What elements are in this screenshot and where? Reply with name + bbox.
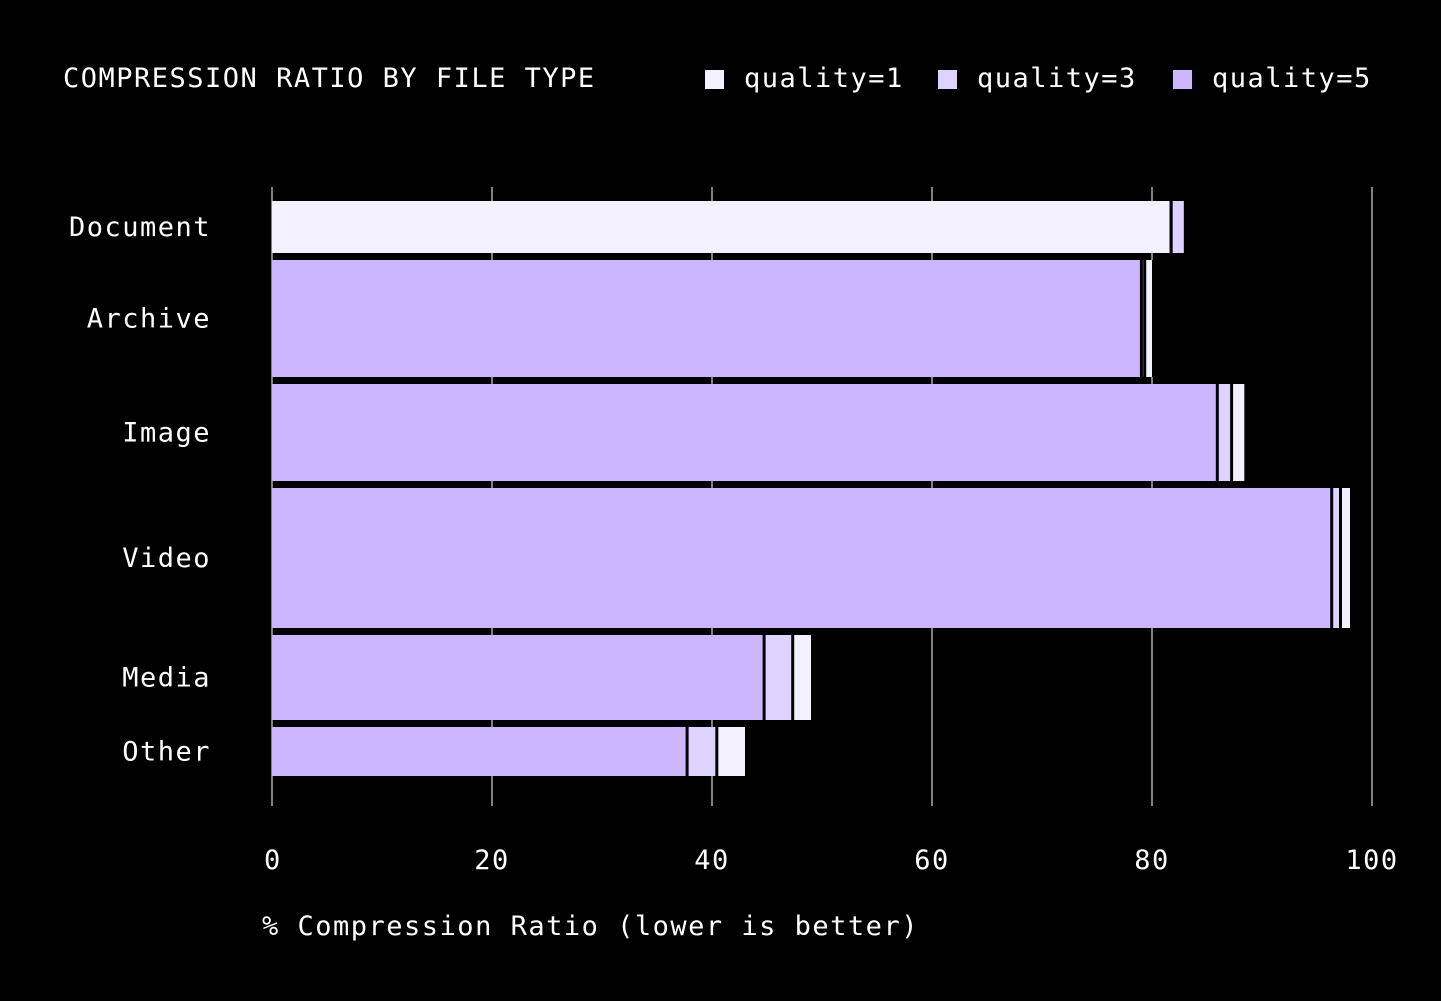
legend-swatch (938, 70, 957, 89)
bar-separator (762, 635, 766, 720)
y-axis-labels: Document Archive Image Video Media Other (69, 212, 211, 768)
bar-separator (745, 727, 748, 776)
bar-separator (685, 727, 689, 776)
bar-separator (791, 635, 795, 720)
legend-label: quality=5 (1212, 63, 1372, 94)
y-tick-label: Other (122, 737, 211, 768)
legend-swatch (705, 70, 724, 89)
bar-separator (1215, 384, 1219, 481)
legend-label: quality=3 (977, 63, 1137, 94)
x-tick-label: 100 (1345, 845, 1398, 876)
bar-separator (1230, 384, 1234, 481)
chart-title: COMPRESSION RATIO BY FILE TYPE (63, 63, 596, 94)
y-tick-label: Image (122, 418, 211, 449)
x-tick-label: 80 (1134, 845, 1170, 876)
bar-separator (1143, 260, 1147, 377)
y-tick-label: Document (69, 212, 211, 243)
x-tick-label: 40 (694, 845, 730, 876)
bar-separator (1139, 260, 1143, 377)
bar-separator (1244, 384, 1248, 481)
bar-image-quality-5 (272, 384, 1216, 481)
y-tick-label: Video (122, 543, 211, 574)
bar-separator (1330, 488, 1334, 628)
y-tick-label: Archive (87, 304, 211, 335)
x-axis-tick-labels: 0 20 40 60 80 100 (264, 845, 1398, 876)
bar-separator (1169, 201, 1173, 253)
bars (272, 201, 1353, 776)
bar-separator (1350, 488, 1353, 628)
legend-label: quality=1 (744, 63, 904, 94)
bar-separator (1339, 488, 1342, 628)
x-axis-label: % Compression Ratio (lower is better) (262, 911, 919, 942)
legend-swatch (1173, 70, 1192, 89)
bar-other-quality-5 (272, 727, 686, 776)
bar-separator (811, 635, 814, 720)
x-tick-label: 0 (264, 845, 282, 876)
bar-separator (715, 727, 719, 776)
x-tick-label: 60 (914, 845, 950, 876)
legend: quality=1 quality=3 quality=5 (705, 63, 1372, 94)
bar-video-quality-5 (272, 488, 1331, 628)
bar-archive-quality-5 (272, 260, 1140, 377)
bar-separator (1183, 201, 1187, 253)
bar-separator (1152, 260, 1155, 377)
bar-document-quality-1 (272, 201, 1170, 253)
y-tick-label: Media (122, 663, 211, 694)
bar-media-quality-5 (272, 635, 763, 720)
x-tick-label: 20 (474, 845, 510, 876)
